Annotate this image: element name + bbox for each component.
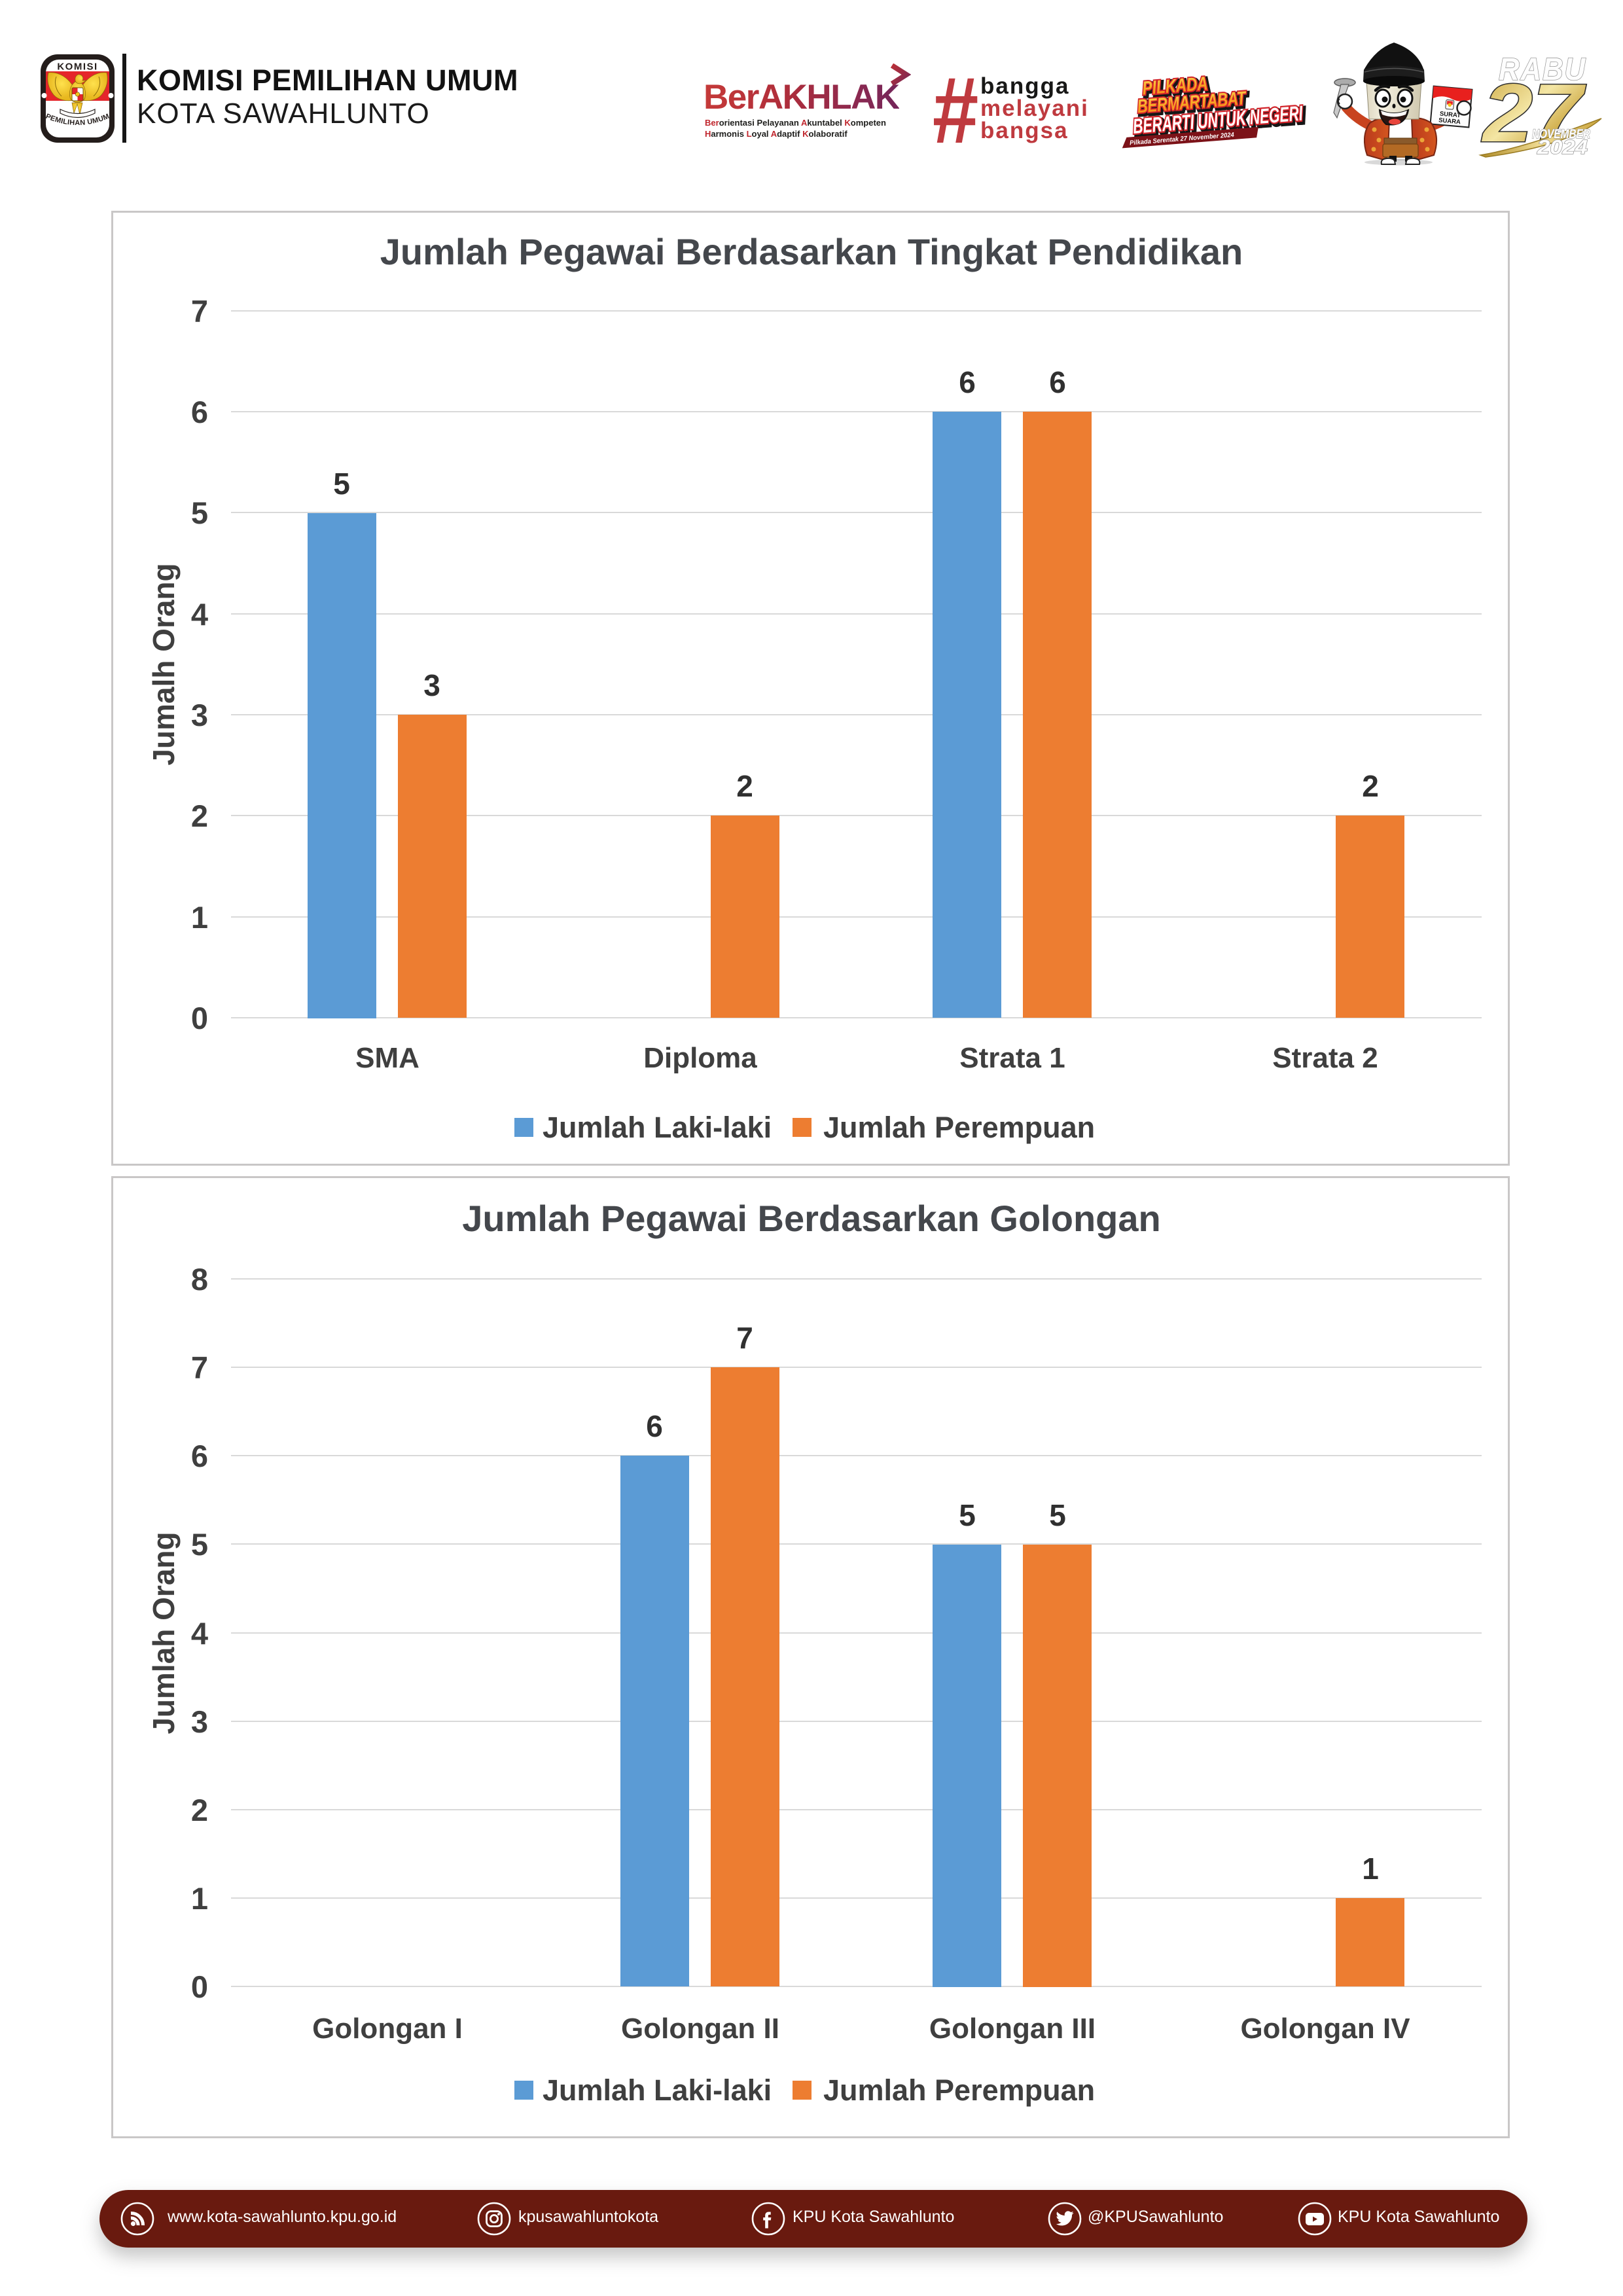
svg-text:SURAT: SURAT (1439, 111, 1461, 120)
svg-text:SUARA: SUARA (1438, 117, 1461, 126)
svg-text:KOMISI: KOMISI (57, 62, 98, 73)
svg-text:NOVEMBER: NOVEMBER (1532, 128, 1590, 141)
svg-text:2024: 2024 (1537, 135, 1588, 158)
svg-text:27: 27 (1482, 67, 1586, 159)
svg-text:RABU: RABU (1499, 52, 1586, 87)
